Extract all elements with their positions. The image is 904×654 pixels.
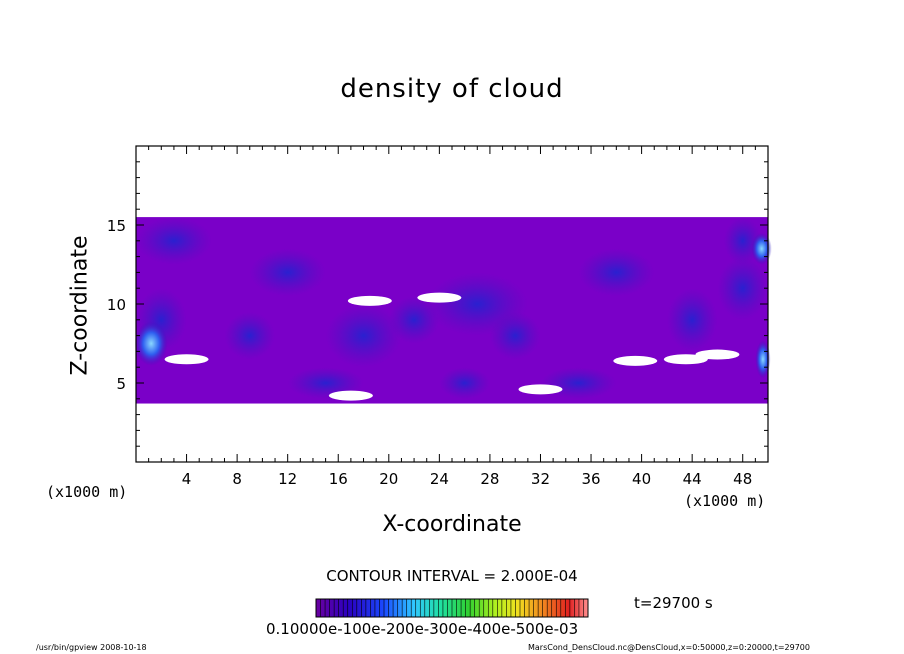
- cloud-high-density: [134, 321, 168, 366]
- cloud-dense-region: [388, 296, 440, 344]
- cloud-dense-region: [136, 217, 212, 265]
- x-axis-label: X-coordinate: [382, 512, 522, 537]
- clear-patch: [347, 295, 392, 306]
- footer-source: MarsCond_DensCloud.nc@DensCloud,x=0:5000…: [528, 643, 810, 652]
- x-tick-label: 24: [430, 470, 449, 488]
- x-tick-label: 44: [683, 470, 702, 488]
- clear-patch: [164, 354, 209, 365]
- time-label: t=29700 s: [634, 594, 713, 612]
- clear-patch: [328, 390, 373, 401]
- clear-patches: [164, 292, 740, 401]
- y-tick-label: 5: [116, 375, 126, 393]
- cloud-field: [134, 217, 772, 404]
- clear-patch: [663, 354, 708, 365]
- cloud-dense-region: [578, 248, 655, 297]
- colorbar: [315, 598, 589, 618]
- x-tick-label: 40: [632, 470, 651, 488]
- y-axis-label: Z-coordinate: [67, 235, 93, 376]
- y-axis-ticks: 5 10 15: [107, 161, 768, 447]
- cloud-dense-region: [249, 248, 326, 297]
- x-tick-label: 48: [733, 470, 752, 488]
- y-tick-label: 10: [107, 296, 126, 314]
- x-unit-right: (x1000 m): [684, 492, 766, 510]
- x-unit-left: (x1000 m): [46, 483, 128, 501]
- x-axis-ticks: 4 8 12 16 20 24 28 32 36 40 44 48: [148, 146, 756, 488]
- x-tick-label: 32: [531, 470, 550, 488]
- chart-title: density of cloud: [340, 74, 564, 104]
- clear-patch: [695, 349, 740, 360]
- clear-patch: [613, 355, 658, 366]
- clear-patch: [417, 292, 462, 303]
- cloud-high-density: [751, 232, 772, 265]
- x-tick-label: 36: [581, 470, 600, 488]
- footer-program: /usr/bin/gpview 2008-10-18: [36, 643, 147, 652]
- cloud-dense-region: [717, 256, 768, 320]
- cloud-dense-region: [489, 311, 541, 360]
- contour-interval: CONTOUR INTERVAL = 2.000E-04: [326, 567, 578, 585]
- y-tick-label: 15: [107, 217, 126, 235]
- x-tick-label: 8: [232, 470, 242, 488]
- x-tick-label: 4: [182, 470, 192, 488]
- cloud-dense-region: [325, 304, 402, 368]
- cloud-dense-region: [540, 367, 617, 399]
- colorbar-labels: 0.10000e-100e-200e-300e-400e-500e-03: [266, 620, 579, 638]
- x-tick-label: 20: [379, 470, 398, 488]
- cloud-dense-region: [224, 311, 276, 360]
- cloud-dense-region: [439, 367, 490, 399]
- cloud-high-density: [755, 340, 771, 379]
- x-tick-label: 28: [480, 470, 499, 488]
- x-tick-label: 16: [329, 470, 348, 488]
- x-tick-label: 12: [278, 470, 297, 488]
- clear-patch: [518, 384, 563, 395]
- cloud-dense-region: [666, 288, 718, 352]
